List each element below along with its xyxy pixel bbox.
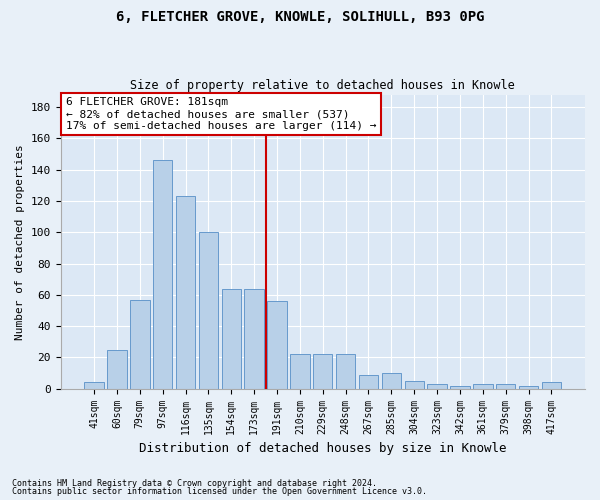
Bar [221,288,241,388]
Bar [199,232,218,388]
X-axis label: Distribution of detached houses by size in Knowle: Distribution of detached houses by size … [139,442,506,455]
Text: 6, FLETCHER GROVE, KNOWLE, SOLIHULL, B93 0PG: 6, FLETCHER GROVE, KNOWLE, SOLIHULL, B93… [116,10,484,24]
Bar [359,374,378,388]
Bar [130,300,149,388]
Title: Size of property relative to detached houses in Knowle: Size of property relative to detached ho… [130,79,515,92]
Bar [542,382,561,388]
Bar [427,384,447,388]
Bar [404,381,424,388]
Bar [473,384,493,388]
Bar [290,354,310,388]
Bar [382,373,401,388]
Bar [450,386,470,388]
Bar [244,288,264,388]
Text: Contains HM Land Registry data © Crown copyright and database right 2024.: Contains HM Land Registry data © Crown c… [12,478,377,488]
Bar [268,301,287,388]
Bar [153,160,172,388]
Text: 6 FLETCHER GROVE: 181sqm
← 82% of detached houses are smaller (537)
17% of semi-: 6 FLETCHER GROVE: 181sqm ← 82% of detach… [66,98,376,130]
Bar [85,382,104,388]
Bar [336,354,355,388]
Y-axis label: Number of detached properties: Number of detached properties [15,144,25,340]
Bar [313,354,332,388]
Bar [519,386,538,388]
Text: Contains public sector information licensed under the Open Government Licence v3: Contains public sector information licen… [12,487,427,496]
Bar [107,350,127,389]
Bar [496,384,515,388]
Bar [176,196,195,388]
